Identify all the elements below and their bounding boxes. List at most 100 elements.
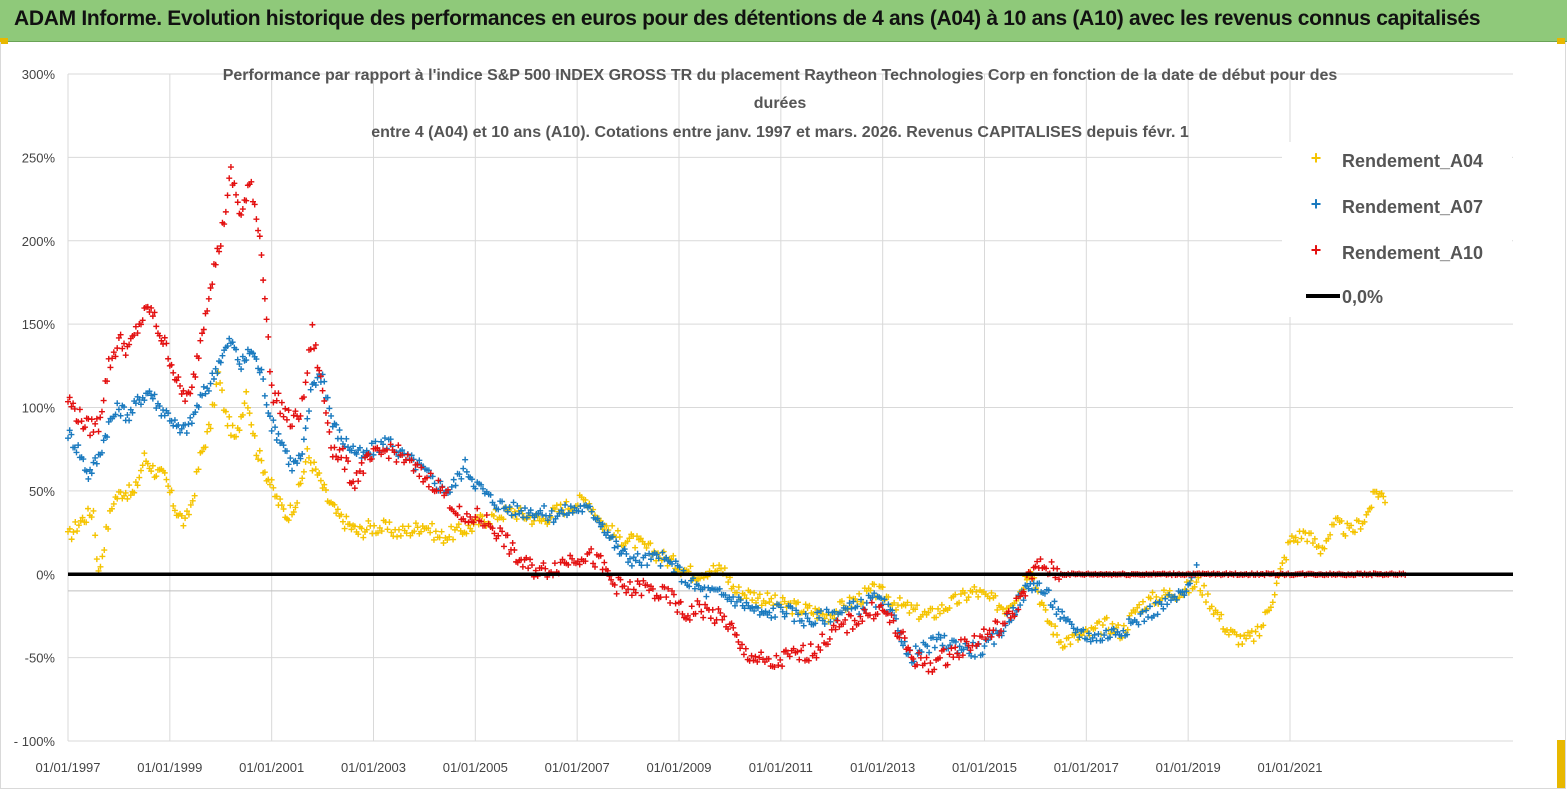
data-point <box>740 651 747 658</box>
data-point <box>1380 493 1387 500</box>
data-point <box>479 485 486 492</box>
data-point <box>817 647 824 654</box>
data-point <box>752 653 759 660</box>
data-point <box>500 543 507 550</box>
data-point <box>338 454 345 461</box>
data-point <box>754 604 761 611</box>
data-point <box>781 598 788 605</box>
data-point <box>604 529 611 536</box>
data-point <box>779 608 786 615</box>
data-point <box>772 614 779 621</box>
data-point <box>1173 596 1180 603</box>
data-point <box>195 466 202 473</box>
data-point <box>617 576 624 583</box>
data-point <box>222 208 229 215</box>
data-point <box>1075 636 1082 643</box>
data-point <box>789 610 796 617</box>
data-point <box>1017 593 1024 600</box>
data-point <box>72 518 79 525</box>
data-point <box>640 577 647 584</box>
data-point <box>940 646 947 653</box>
data-point <box>205 421 212 428</box>
data-point <box>165 355 172 362</box>
data-point <box>304 415 311 422</box>
data-point <box>1070 625 1077 632</box>
data-point <box>947 642 954 649</box>
data-point <box>634 578 641 585</box>
data-point <box>321 397 328 404</box>
data-point <box>350 478 357 485</box>
data-point <box>258 457 265 464</box>
data-point <box>491 530 498 537</box>
data-point <box>317 477 324 484</box>
data-point <box>523 514 530 521</box>
data-point <box>246 410 253 417</box>
data-point <box>1246 632 1253 639</box>
data-point <box>360 534 367 541</box>
data-point <box>1068 621 1075 628</box>
data-point <box>996 632 1003 639</box>
data-point <box>539 511 546 518</box>
data-point <box>840 621 847 628</box>
data-point <box>1074 626 1081 633</box>
legend-marker-a10: + <box>1311 240 1322 260</box>
data-point <box>626 535 633 542</box>
data-point <box>867 587 874 594</box>
data-point <box>768 595 775 602</box>
data-point <box>766 609 773 616</box>
data-point <box>1191 583 1198 590</box>
data-point <box>528 521 535 528</box>
data-point <box>405 523 412 530</box>
data-point <box>316 367 323 374</box>
data-point <box>261 295 268 302</box>
data-point <box>1309 540 1316 547</box>
data-point <box>385 455 392 462</box>
data-point <box>131 332 138 339</box>
data-point <box>632 557 639 564</box>
data-point <box>758 649 765 656</box>
data-point <box>277 496 284 503</box>
data-point <box>826 635 833 642</box>
data-point <box>1011 613 1018 620</box>
data-point <box>902 602 909 609</box>
data-point <box>384 526 391 533</box>
data-point <box>156 332 163 339</box>
data-point <box>414 524 421 531</box>
data-point <box>65 435 71 442</box>
data-point <box>215 368 222 375</box>
data-point <box>551 506 558 513</box>
data-point <box>541 502 548 509</box>
x-tick-label: 01/01/2019 <box>1156 760 1221 775</box>
data-point <box>312 382 319 389</box>
data-point <box>821 620 828 627</box>
data-point <box>611 581 618 588</box>
data-point <box>173 377 180 384</box>
data-point <box>420 478 427 485</box>
data-point <box>371 522 378 529</box>
data-point <box>1181 592 1188 599</box>
data-point <box>885 601 892 608</box>
data-point <box>273 436 280 443</box>
data-point <box>163 340 170 347</box>
data-point <box>849 625 856 632</box>
data-point <box>266 368 273 375</box>
data-point <box>1204 591 1211 598</box>
data-point <box>92 454 99 461</box>
data-point <box>338 435 345 442</box>
data-point <box>965 594 972 601</box>
data-point <box>425 525 432 532</box>
data-point <box>1083 636 1090 643</box>
data-point <box>97 414 104 421</box>
data-point <box>200 383 207 390</box>
data-point <box>197 337 204 344</box>
data-point <box>817 607 824 614</box>
data-point <box>88 514 95 521</box>
data-point <box>638 562 645 569</box>
data-point <box>802 610 809 617</box>
data-point <box>512 511 519 518</box>
data-point <box>87 466 94 473</box>
data-point <box>963 597 970 604</box>
data-point <box>937 634 944 641</box>
data-point <box>790 645 797 652</box>
data-point <box>256 233 263 240</box>
